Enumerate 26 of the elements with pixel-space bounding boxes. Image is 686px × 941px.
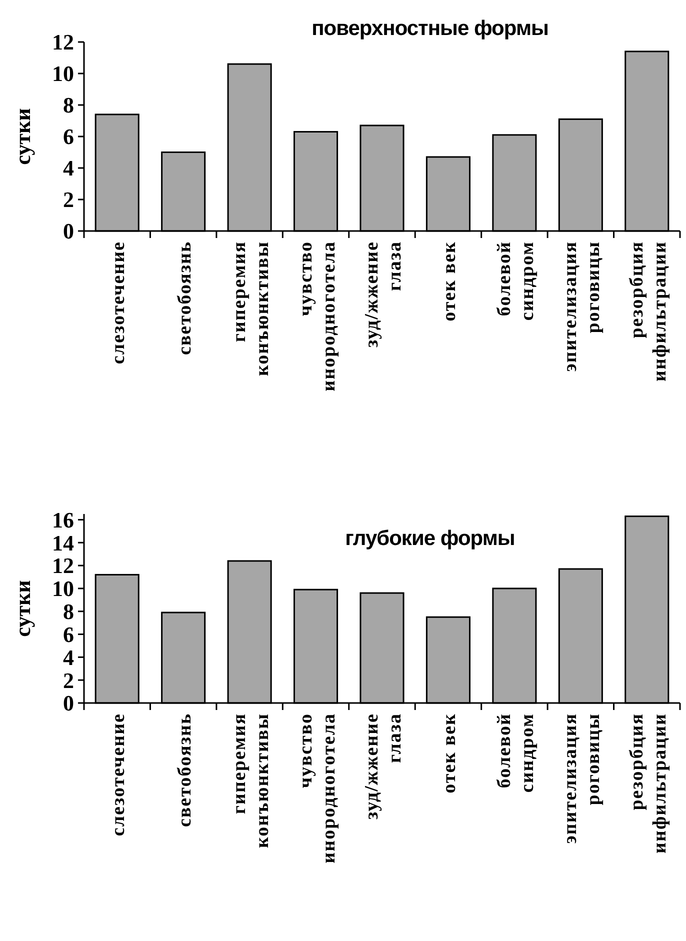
y-tick-label: 6 — [63, 124, 74, 150]
y-tick-label: 6 — [63, 622, 74, 647]
y-axis-title: сутки — [10, 580, 35, 637]
y-tick-label: 8 — [63, 92, 74, 118]
chart-title: поверхностные формы — [312, 17, 548, 40]
x-tick-label: светобоязнь — [174, 713, 196, 828]
x-tick-label: отек век — [439, 241, 460, 322]
x-tick-label: слезотечение — [108, 241, 130, 364]
y-tick-label: 14 — [52, 530, 74, 556]
x-tick-label: светобоязнь — [174, 241, 196, 356]
y-tick-label: 0 — [63, 218, 74, 244]
y-tick-label: 10 — [52, 61, 74, 86]
x-tick-label: отек век — [439, 713, 460, 794]
y-tick-label: 16 — [52, 507, 74, 532]
y-tick-label: 8 — [63, 599, 74, 624]
y-tick-label: 10 — [52, 576, 74, 602]
y-tick-label: 12 — [52, 30, 74, 55]
y-tick-label: 4 — [63, 156, 74, 181]
text: глубокие формы — [345, 527, 515, 550]
y-tick-label: 12 — [52, 553, 74, 578]
y-tick-label: 2 — [63, 668, 74, 693]
y-axis-title: сутки — [10, 108, 35, 165]
y-tick-label: 0 — [63, 690, 74, 716]
y-tick-label: 2 — [63, 187, 74, 212]
y-tick-label: 4 — [63, 644, 74, 670]
x-tick-label: слезотечение — [108, 713, 130, 836]
